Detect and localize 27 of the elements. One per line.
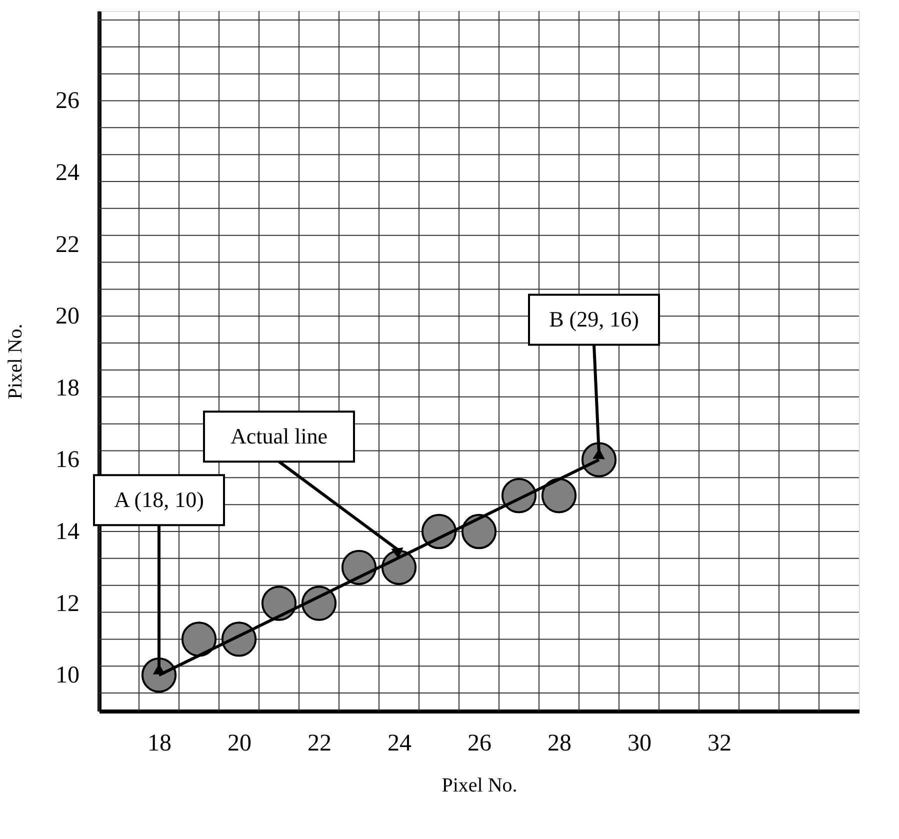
y-tick-label: 10 (56, 662, 80, 689)
annotation: Actual line (230, 424, 328, 449)
x-tick-label: 32 (708, 730, 732, 756)
x-tick-label: 26 (468, 730, 492, 756)
y-tick-label: 20 (56, 304, 80, 330)
x-tick-label: 22 (308, 730, 332, 756)
y-tick-label: 24 (56, 160, 80, 186)
point (461, 514, 497, 550)
x-tick-label: 24 (388, 730, 412, 756)
point (181, 622, 217, 657)
y-tick-label: 18 (56, 375, 80, 402)
x-axis-title: Pixel No. (442, 774, 518, 796)
point (261, 586, 297, 621)
x-tick-label: 30 (628, 730, 652, 756)
point (541, 478, 577, 514)
y-tick-label: 12 (56, 590, 80, 617)
y-tick-label: 26 (56, 88, 80, 114)
x-tick-label: 20 (228, 730, 252, 756)
x-tick-label: 28 (548, 730, 572, 756)
point (341, 550, 377, 585)
y-tick-label: 22 (56, 232, 80, 258)
y-tick-label: 16 (56, 447, 80, 474)
annotation: B (29, 16) (549, 306, 639, 332)
x-tick-label: 18 (148, 730, 172, 756)
y-axis-title: Pixel No. (4, 324, 26, 400)
annotation: A (18, 10) (114, 487, 204, 512)
y-tick-label: 14 (56, 519, 80, 546)
